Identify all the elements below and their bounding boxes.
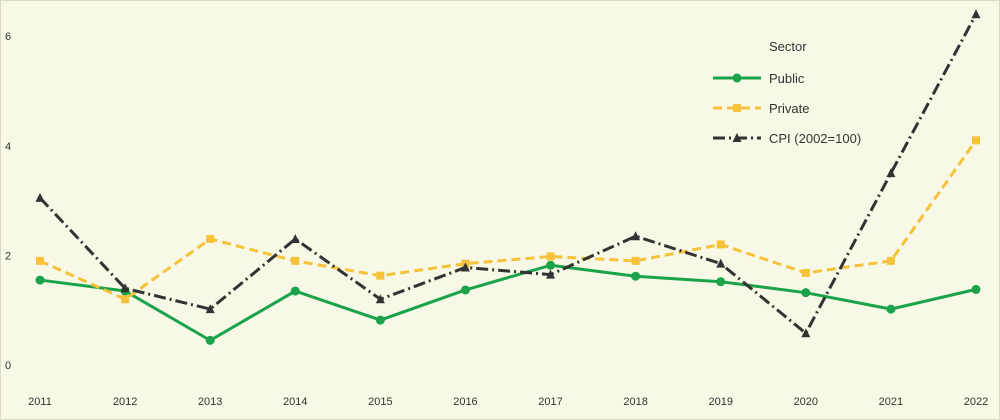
data-point-cpi-2002-100	[35, 192, 45, 202]
data-point-private	[291, 256, 300, 265]
legend-marker-cpi-2002-100	[732, 133, 742, 142]
x-tick-label: 2014	[283, 396, 307, 408]
legend-title: Sector	[769, 39, 807, 54]
x-tick-label: 2012	[113, 396, 137, 408]
data-point-private	[886, 256, 895, 265]
series-cpi-2002-100	[35, 9, 981, 338]
data-point-public	[886, 304, 896, 314]
data-point-cpi-2002-100	[886, 168, 896, 178]
x-tick-label: 2018	[623, 396, 647, 408]
x-tick-label: 2016	[453, 396, 477, 408]
series-line-cpi-2002-100	[38, 13, 978, 335]
y-tick-label: 6	[5, 31, 11, 43]
data-point-private	[801, 268, 810, 277]
data-point-public	[631, 271, 641, 281]
data-point-cpi-2002-100	[546, 269, 556, 279]
x-tick-label: 2011	[28, 396, 52, 408]
data-point-private	[631, 256, 640, 265]
series-line-public	[39, 263, 977, 342]
data-point-cpi-2002-100	[120, 283, 130, 293]
data-point-cpi-2002-100	[290, 233, 300, 243]
x-tick-label: 2015	[368, 396, 392, 408]
x-tick-label: 2013	[198, 396, 222, 408]
data-point-public	[546, 260, 556, 270]
legend-marker-public	[732, 73, 742, 83]
legend-label-cpi-2002-100: CPI (2002=100)	[769, 131, 861, 146]
y-tick-label: 2	[5, 250, 11, 262]
x-tick-label: 2017	[538, 396, 562, 408]
data-point-public	[716, 277, 726, 287]
data-point-cpi-2002-100	[460, 262, 470, 272]
legend-label-private: Private	[769, 101, 809, 116]
data-point-cpi-2002-100	[716, 258, 726, 268]
legend: Sector Public Private CPI (2002=100)	[713, 39, 861, 146]
x-tick-label: 2021	[879, 396, 903, 408]
data-point-cpi-2002-100	[971, 9, 981, 19]
series-public	[35, 260, 981, 345]
x-tick-label: 2020	[794, 396, 818, 408]
data-point-private	[546, 252, 555, 261]
data-point-cpi-2002-100	[801, 328, 811, 338]
legend-label-public: Public	[769, 71, 805, 86]
series-line-private	[39, 139, 978, 301]
y-tick-label: 4	[5, 141, 11, 153]
data-point-public	[375, 315, 385, 325]
data-point-private	[716, 240, 725, 249]
axes-layer: 0 2 4 6 2011 2012 2013 2014 2015 2016 2017 2018 2019…	[5, 31, 988, 408]
data-point-public	[35, 275, 45, 285]
data-point-public	[290, 286, 300, 296]
data-point-public	[971, 284, 981, 294]
data-point-private	[972, 136, 980, 145]
data-point-private	[36, 256, 44, 265]
x-tick-label: 2022	[964, 396, 988, 408]
data-point-private	[206, 234, 215, 243]
x-tick-label: 2019	[708, 396, 732, 408]
data-point-cpi-2002-100	[375, 294, 385, 304]
data-point-public	[460, 285, 470, 295]
data-point-public	[205, 335, 215, 345]
series-layer	[35, 9, 981, 345]
data-point-private	[121, 295, 130, 304]
legend-marker-private	[733, 104, 741, 112]
data-point-private	[376, 271, 385, 280]
data-point-cpi-2002-100	[205, 304, 215, 314]
data-point-cpi-2002-100	[631, 231, 641, 241]
y-tick-label: 0	[5, 360, 11, 372]
data-point-public	[801, 288, 811, 298]
